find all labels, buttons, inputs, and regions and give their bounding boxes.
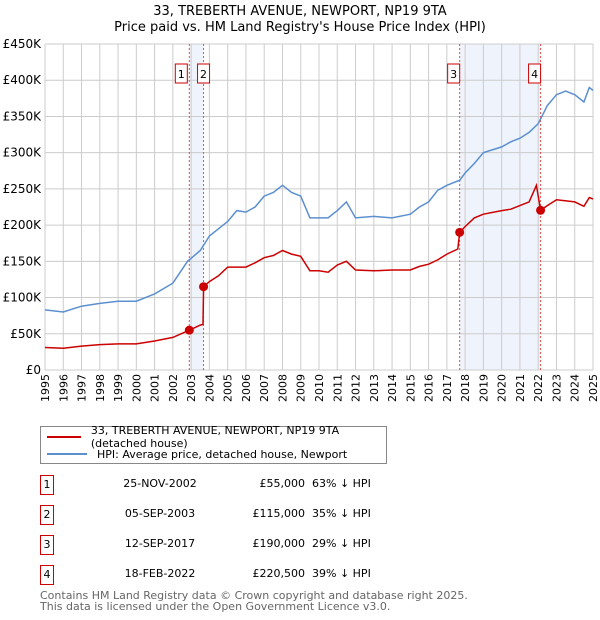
y-tick-label: £200K — [3, 218, 43, 232]
sale-hpi-diff: 63% ↓ HPI — [312, 477, 371, 490]
sale-label: 2 — [200, 68, 207, 81]
x-tick-label: 2008 — [276, 374, 289, 402]
sale-point-marker — [199, 282, 209, 292]
x-tick-label: 2018 — [459, 374, 472, 402]
sale-marker-badge: 3 — [40, 535, 54, 555]
x-tick-label: 2022 — [532, 374, 545, 402]
sale-label-box — [447, 63, 461, 84]
sale-label: 1 — [178, 68, 185, 81]
y-tick-label: £150K — [3, 254, 43, 268]
sale-price: £55,000 — [259, 477, 306, 490]
x-tick-label: 1998 — [94, 374, 107, 402]
sale-label: 4 — [531, 68, 538, 81]
x-tick-label: 2009 — [295, 374, 308, 402]
sale-price: £115,000 — [252, 507, 306, 520]
sale-label-box — [528, 63, 542, 84]
property-price-line — [44, 182, 594, 350]
sale-label-box — [197, 63, 211, 84]
sale-hpi-diff: 29% ↓ HPI — [312, 537, 371, 550]
sale-price: £190,000 — [252, 537, 306, 550]
y-tick-label: £450K — [3, 37, 43, 51]
x-tick-label: 2002 — [167, 374, 180, 402]
footer-copyright: Contains HM Land Registry data © Crown c… — [40, 589, 468, 602]
legend-label: 33, TREBERTH AVENUE, NEWPORT, NP19 9TA (… — [90, 424, 340, 450]
x-tick-label: 1999 — [112, 374, 125, 402]
x-tick-label: 2025 — [587, 374, 600, 402]
x-tick-label: 2014 — [386, 374, 399, 402]
x-tick-label: 2016 — [423, 374, 436, 402]
x-tick-label: 2004 — [203, 374, 216, 402]
sale-point-marker — [455, 227, 465, 237]
x-tick-label: 1997 — [76, 374, 89, 402]
sale-row: 4 18-FEB-2022 £220,500 39% ↓ HPI — [40, 565, 600, 587]
x-tick-label: 2023 — [550, 374, 563, 402]
x-tick-label: 2011 — [331, 374, 344, 402]
hpi-line — [44, 86, 594, 313]
x-tick-label: 2003 — [185, 374, 198, 402]
y-tick-label: £100K — [3, 291, 43, 305]
sale-marker-badge: 4 — [40, 565, 54, 585]
y-tick-label: £50K — [10, 327, 42, 341]
x-tick-label: 2024 — [569, 374, 582, 402]
x-tick-label: 2017 — [441, 374, 454, 402]
chart-subtitle: Price paid vs. HM Land Registry's House … — [114, 20, 486, 35]
sale-marker-badge: 2 — [40, 505, 54, 525]
x-tick-label: 1995 — [39, 374, 52, 402]
x-tick-label: 2007 — [258, 374, 271, 402]
sale-hpi-diff: 39% ↓ HPI — [312, 567, 371, 580]
sale-date: 18-FEB-2022 — [124, 567, 196, 580]
x-tick-label: 2010 — [313, 374, 326, 402]
sale-label: 3 — [450, 68, 457, 81]
sale-date: 25-NOV-2002 — [123, 477, 197, 490]
sale-hpi-diff: 35% ↓ HPI — [312, 507, 371, 520]
sale-point-marker — [536, 205, 546, 215]
sale-row: 3 12-SEP-2017 £190,000 29% ↓ HPI — [40, 535, 600, 557]
footer-licence: This data is licensed under the Open Gov… — [40, 600, 391, 613]
legend-item-property: 33, TREBERTH AVENUE, NEWPORT, NP19 9TA (… — [47, 424, 386, 450]
legend-item-hpi: HPI: Average price, detached house, Newp… — [47, 447, 347, 461]
x-tick-label: 2000 — [130, 374, 143, 402]
x-tick-label: 2020 — [496, 374, 509, 402]
sale-price: £220,500 — [252, 567, 306, 580]
sale-row: 1 25-NOV-2002 £55,000 63% ↓ HPI — [40, 475, 600, 497]
legend-swatch-blue — [47, 453, 87, 455]
legend-swatch-red — [47, 436, 81, 438]
y-tick-label: £400K — [3, 73, 43, 87]
x-tick-label: 2006 — [240, 374, 253, 402]
sale-date: 05-SEP-2003 — [124, 507, 196, 520]
x-tick-label: 2001 — [149, 374, 162, 402]
x-tick-label: 2005 — [222, 374, 235, 402]
y-tick-label: £300K — [3, 146, 43, 160]
legend-label: HPI: Average price, detached house, Newp… — [97, 447, 348, 461]
sale-date: 12-SEP-2017 — [124, 537, 196, 550]
x-tick-label: 2019 — [477, 374, 490, 402]
y-tick-label: £250K — [3, 182, 43, 196]
x-tick-label: 2015 — [404, 374, 417, 402]
sale-point-marker — [184, 325, 194, 335]
price-chart: 1995 1996 1997 1998 1999 2000 2001 2002 2003 2004… — [3, 37, 600, 402]
x-tick-label: 1996 — [57, 374, 70, 402]
sale-marker-badge: 1 — [40, 475, 54, 495]
sale-row: 2 05-SEP-2003 £115,000 35% ↓ HPI — [40, 505, 600, 527]
shaded-range — [459, 44, 541, 370]
x-tick-label: 2013 — [368, 374, 381, 402]
sale-label-box — [174, 63, 188, 84]
x-tick-label: 2012 — [350, 374, 363, 402]
y-tick-label: £0 — [26, 363, 41, 377]
chart-title: 33, TREBERTH AVENUE, NEWPORT, NP19 9TA — [153, 4, 447, 19]
legend: 33, TREBERTH AVENUE, NEWPORT, NP19 9TA (… — [40, 424, 387, 464]
y-tick-label: £350K — [3, 109, 43, 123]
x-tick-label: 2021 — [514, 374, 527, 402]
